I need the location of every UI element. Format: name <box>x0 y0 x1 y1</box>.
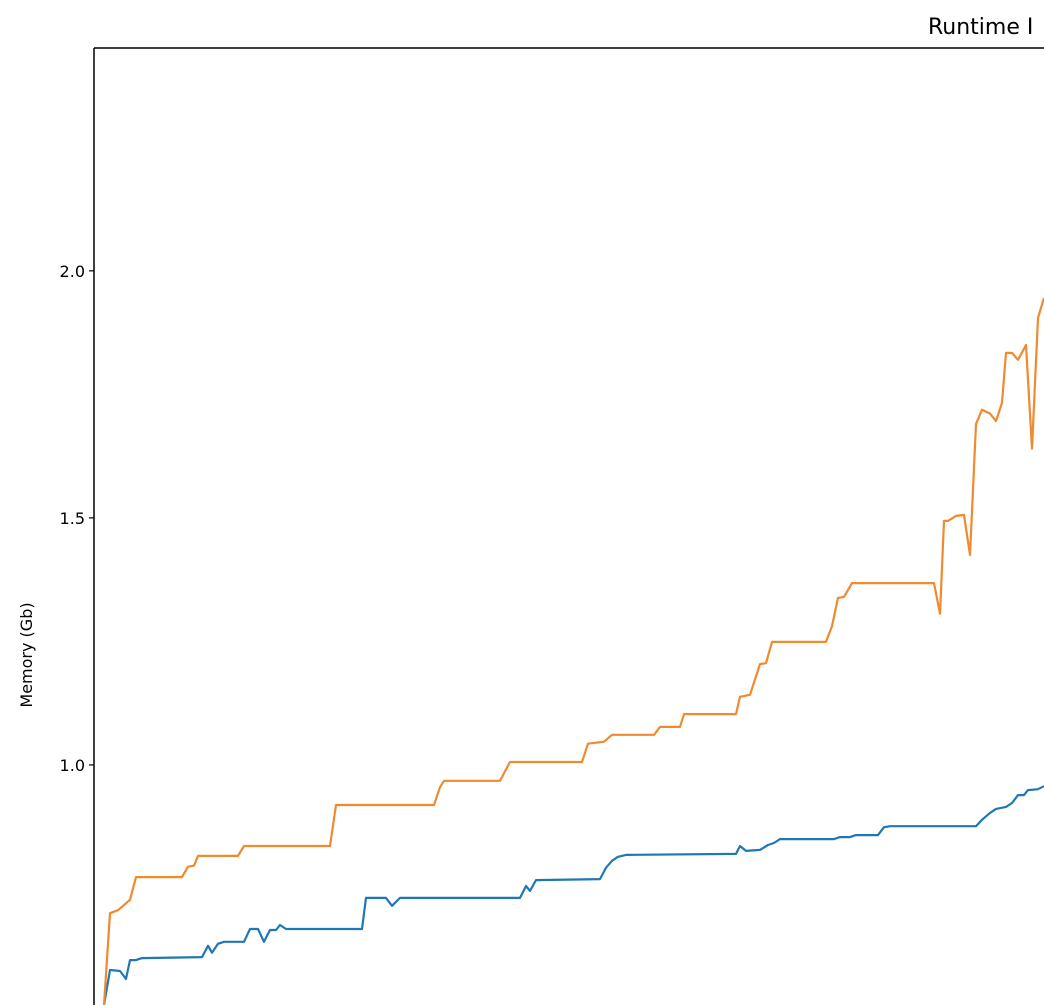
series-line <box>102 297 1044 1005</box>
y-axis-label: Memory (Gb) <box>17 602 36 707</box>
chart-title: Runtime I <box>928 15 1033 40</box>
y-tick-label: 2.0 <box>60 262 85 281</box>
series-line <box>102 785 1044 1005</box>
y-tick-label: 1.5 <box>60 509 85 528</box>
y-tick-label: 1.0 <box>60 756 85 775</box>
